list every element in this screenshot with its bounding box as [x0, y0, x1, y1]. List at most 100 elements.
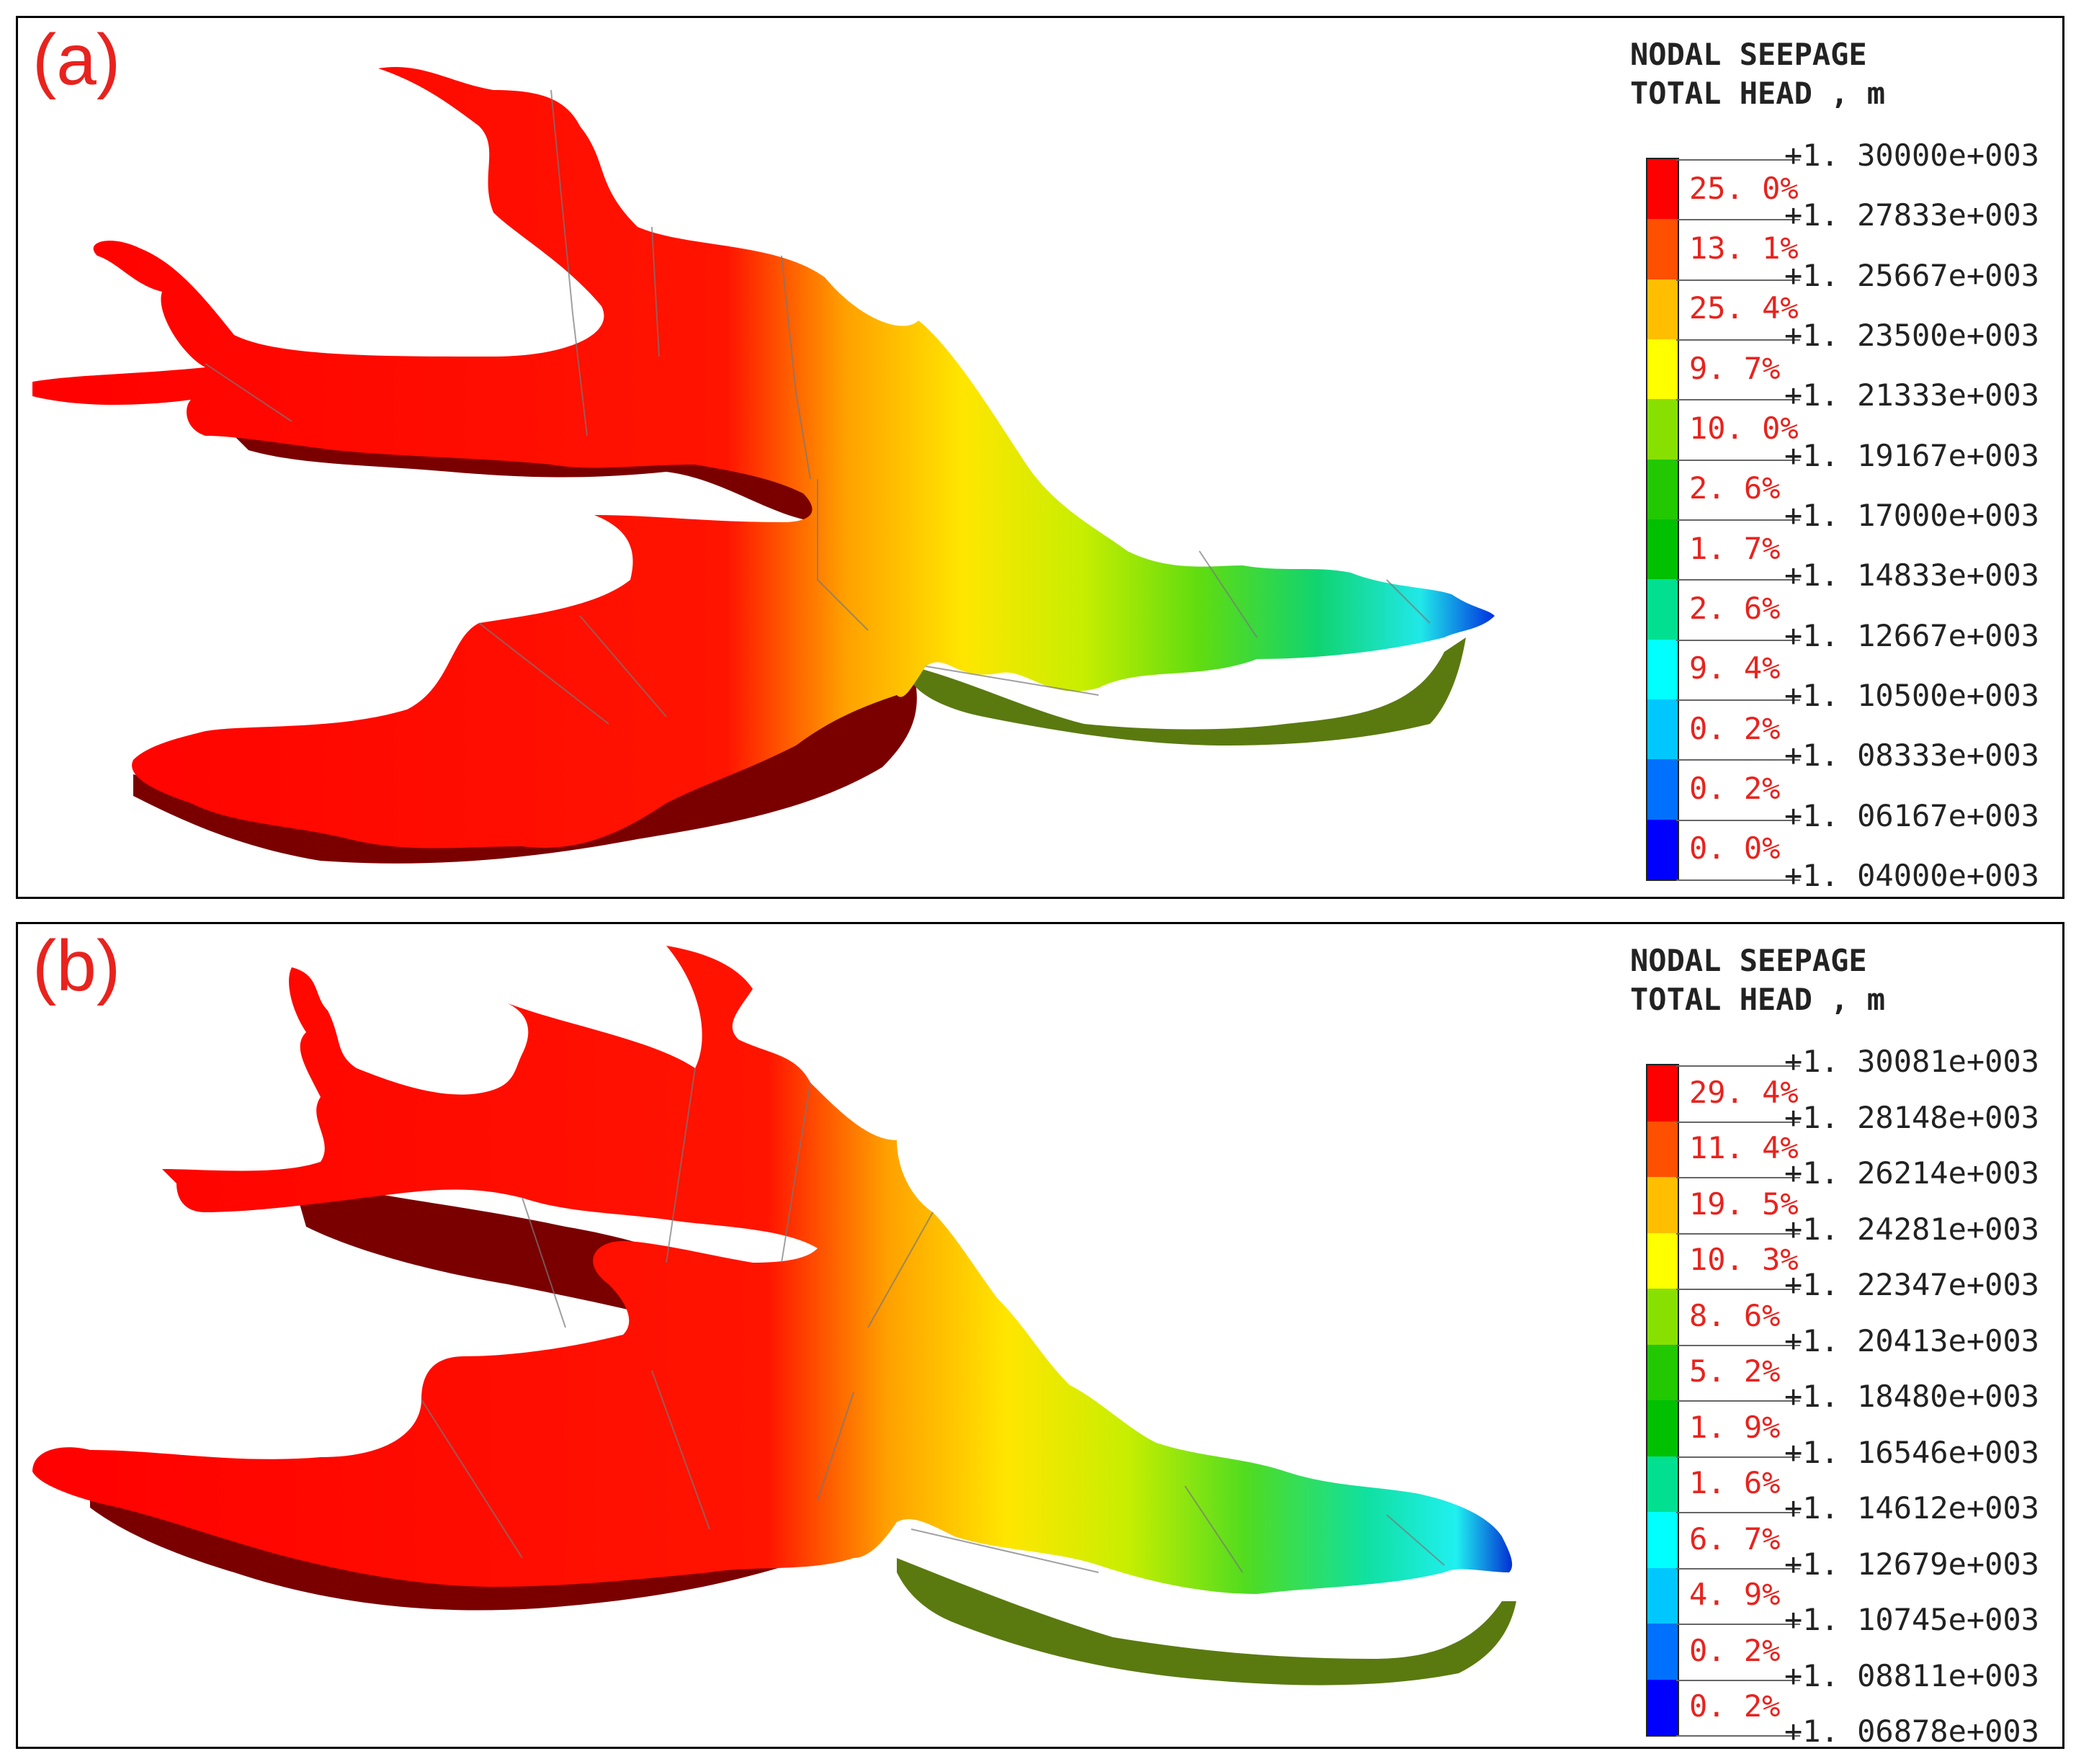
legend-swatch	[1647, 1344, 1678, 1400]
legend-swatch	[1647, 339, 1678, 400]
legend-percentage-label: 29. 4%	[1689, 1074, 1799, 1110]
legend-tick	[1676, 1232, 1800, 1235]
legend-value-label: +1. 21333e+003	[1784, 377, 2040, 413]
legend-value-label: +1. 14612e+003	[1784, 1490, 2040, 1526]
legend-swatch	[1647, 1121, 1678, 1177]
legend-percentage-label: 25. 0%	[1689, 170, 1799, 206]
legend-value-label: +1. 20413e+003	[1784, 1322, 2040, 1358]
legend-swatch	[1647, 399, 1678, 460]
legend-swatch	[1647, 519, 1678, 580]
legend-scale-a: +1. 30000e+003 +1. 27833e+003 +1. 25667e+0…	[1630, 140, 2062, 891]
legend-scale-b: +1. 30081e+003 +1. 28148e+003 +1. 26214e+0…	[1630, 1047, 2062, 1747]
legend-tick	[1676, 1456, 1800, 1458]
legend-tick	[1676, 1177, 1800, 1178]
legend-swatch	[1647, 219, 1678, 279]
legend-percentage-label: 0. 2%	[1689, 771, 1781, 806]
legend-tick	[1676, 399, 1800, 401]
legend-value-label: +1. 26214e+003	[1784, 1155, 2040, 1191]
legend-percentage-label: 11. 4%	[1689, 1130, 1799, 1166]
legend-percentage-label: 0. 2%	[1689, 710, 1781, 746]
legend-swatch	[1647, 159, 1678, 220]
legend-tick	[1676, 159, 1800, 161]
legend-tick	[1676, 819, 1800, 821]
legend-percentage-label: 8. 6%	[1689, 1297, 1781, 1333]
legend-value-label: +1. 17000e+003	[1784, 498, 2040, 533]
panel-b: (b) NODAL SEEPAGE TOTAL HEAD , m +1. 300…	[16, 922, 2064, 1749]
mesh-lines-a	[205, 89, 1431, 725]
dam-surface	[32, 66, 1495, 849]
side-face-lower-arm	[133, 666, 917, 864]
legend-swatch	[1647, 1456, 1678, 1512]
legend-tick	[1676, 1679, 1800, 1681]
legend-swatch	[1647, 1512, 1678, 1568]
legend-tick	[1676, 1121, 1800, 1123]
legend-swatch	[1647, 639, 1678, 699]
legend-value-label: +1. 12667e+003	[1784, 617, 2040, 653]
legend-value-label: +1. 06878e+003	[1784, 1714, 2040, 1749]
legend-swatch	[1647, 1065, 1678, 1121]
legend-percentage-label: 0. 2%	[1689, 1688, 1781, 1724]
legend-value-label: +1. 18480e+003	[1784, 1379, 2040, 1414]
seepage-model-a	[32, 66, 1495, 864]
legend-percentage-label: 10. 0%	[1689, 411, 1799, 446]
legend-value-label: +1. 14833e+003	[1784, 558, 2040, 594]
panel-label-a: (a)	[32, 19, 121, 100]
legend-color-bar-b	[1646, 1064, 1679, 1737]
panel-label-b: (b)	[32, 926, 121, 1006]
legend-percentage-label: 2. 6%	[1689, 591, 1781, 626]
legend-swatch	[1647, 1177, 1678, 1233]
legend-swatch	[1647, 1567, 1678, 1624]
legend-tick	[1676, 759, 1800, 761]
legend-percentage-label: 6. 7%	[1689, 1521, 1781, 1557]
legend-title-line2-b: TOTAL HEAD , m	[1630, 982, 1886, 1017]
side-face-downstream	[911, 637, 1466, 746]
legend-tick	[1676, 1735, 1800, 1737]
legend-percentage-label: 10. 3%	[1689, 1242, 1799, 1278]
legend-swatch	[1647, 819, 1678, 879]
seepage-model-b	[32, 946, 1516, 1685]
legend-percentage-label: 25. 4%	[1689, 290, 1799, 326]
legend-percentage-label: 5. 2%	[1689, 1353, 1781, 1389]
side-face-downstream	[897, 1558, 1516, 1685]
legend-tick	[1676, 1065, 1800, 1067]
legend-percentage-label: 1. 9%	[1689, 1409, 1781, 1445]
legend-value-label: +1. 10500e+003	[1784, 678, 2040, 713]
legend-value-label: +1. 06167e+003	[1784, 797, 2040, 833]
legend-value-label: +1. 10745e+003	[1784, 1602, 2040, 1637]
legend-value-label: +1. 24281e+003	[1784, 1211, 2040, 1247]
legend-value-label: +1. 27833e+003	[1784, 197, 2040, 233]
legend-color-bar-a	[1646, 158, 1679, 881]
legend-tick	[1676, 219, 1800, 221]
legend-tick	[1676, 579, 1800, 581]
legend-tick	[1676, 519, 1800, 521]
legend-a: NODAL SEEPAGE TOTAL HEAD , m +1. 30000e+…	[1630, 35, 2062, 891]
legend-value-label: +1. 23500e+003	[1784, 318, 2040, 353]
dam-surface	[32, 946, 1513, 1594]
legend-tick	[1676, 1289, 1800, 1290]
legend-value-label: +1. 25667e+003	[1784, 257, 2040, 293]
legend-percentage-label: 2. 6%	[1689, 470, 1781, 506]
legend-value-label: +1. 22347e+003	[1784, 1267, 2040, 1302]
legend-b: NODAL SEEPAGE TOTAL HEAD , m +1. 30081e+…	[1630, 941, 2062, 1747]
legend-tick	[1676, 1567, 1800, 1570]
legend-value-label: +1. 12679e+003	[1784, 1546, 2040, 1582]
legend-swatch	[1647, 759, 1678, 820]
legend-tick	[1676, 1344, 1800, 1346]
legend-percentage-label: 0. 0%	[1689, 830, 1781, 867]
legend-value-label: +1. 30081e+003	[1784, 1044, 2040, 1079]
legend-percentage-label: 9. 4%	[1689, 650, 1781, 686]
legend-swatch	[1647, 459, 1678, 519]
legend-swatch	[1647, 1400, 1678, 1456]
legend-title-line1-a: NODAL SEEPAGE	[1630, 37, 1867, 72]
legend-tick	[1676, 339, 1800, 341]
legend-value-label: +1. 19167e+003	[1784, 437, 2040, 473]
legend-tick	[1676, 699, 1800, 701]
legend-percentage-label: 9. 7%	[1689, 350, 1781, 386]
legend-value-label: +1. 08811e+003	[1784, 1657, 2040, 1693]
legend-value-label: +1. 16546e+003	[1784, 1434, 2040, 1470]
legend-value-label: +1. 28148e+003	[1784, 1099, 2040, 1135]
legend-tick	[1676, 459, 1800, 461]
legend-swatch	[1647, 1624, 1678, 1680]
legend-value-label: +1. 30000e+003	[1784, 138, 2040, 173]
legend-swatch	[1647, 1232, 1678, 1289]
